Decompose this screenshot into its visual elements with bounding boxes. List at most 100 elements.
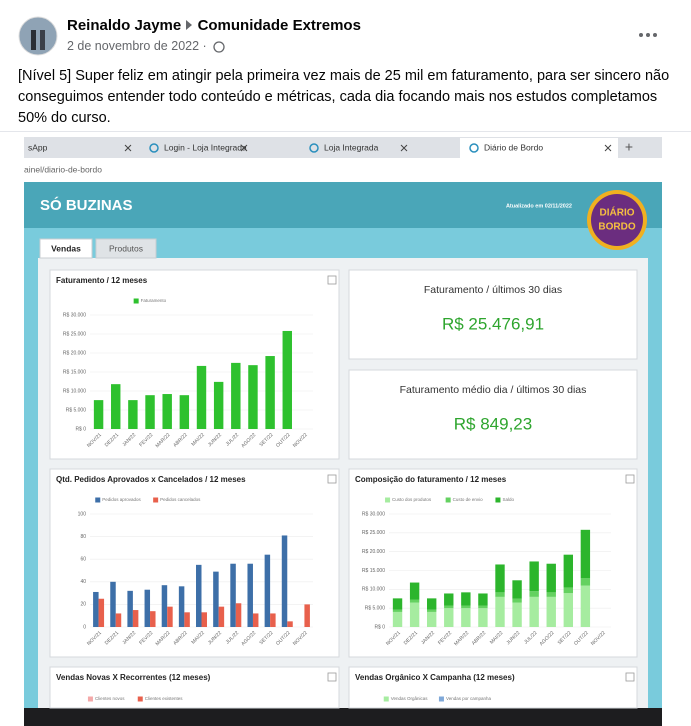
legend-label: Pedidos aprovados bbox=[102, 497, 141, 502]
bar bbox=[287, 621, 293, 627]
card bbox=[49, 666, 340, 709]
bar bbox=[98, 598, 105, 627]
y-tick-label: R$ 15.000 bbox=[63, 369, 86, 375]
browser-tab[interactable]: Loja Integrada bbox=[324, 142, 379, 152]
y-tick-label: R$ 25.000 bbox=[362, 530, 385, 536]
kpi-value: R$ 849,23 bbox=[454, 414, 532, 433]
legend-swatch bbox=[445, 497, 451, 503]
avatar-ring bbox=[18, 16, 58, 56]
tab-close[interactable] bbox=[400, 144, 408, 152]
logo-text: BORDO bbox=[598, 222, 635, 233]
tab-close[interactable] bbox=[124, 144, 132, 152]
bar-segment bbox=[426, 609, 437, 612]
chart-title: Faturamento / 12 meses bbox=[56, 276, 148, 285]
bar-segment bbox=[461, 592, 471, 606]
author[interactable]: Reinaldo Jayme bbox=[67, 17, 182, 34]
expand-icon[interactable] bbox=[327, 275, 337, 285]
bar bbox=[218, 606, 225, 627]
browser-tab[interactable]: Diário de Bordo bbox=[484, 142, 543, 152]
bar bbox=[264, 554, 271, 627]
tab-close[interactable] bbox=[604, 144, 612, 152]
bar-segment bbox=[512, 598, 522, 603]
tab-favicon bbox=[309, 143, 319, 153]
expand-icon[interactable] bbox=[625, 474, 635, 484]
bar bbox=[110, 581, 116, 627]
bar bbox=[161, 585, 168, 627]
dashboard-tab[interactable] bbox=[39, 238, 93, 259]
legend-label: Clientes existentes bbox=[145, 696, 184, 701]
legend-swatch bbox=[95, 497, 101, 503]
legend-label: Custo de envio bbox=[453, 497, 484, 502]
legend-label: Saldo bbox=[502, 497, 514, 502]
bar bbox=[115, 613, 122, 627]
legend-swatch bbox=[133, 298, 139, 304]
bar-segment bbox=[478, 608, 488, 627]
post-header: Reinaldo Jayme Comunidade Extremos 2 de … bbox=[0, 0, 691, 62]
bar bbox=[127, 590, 133, 627]
avatar[interactable] bbox=[19, 17, 57, 55]
y-tick-label: R$ 10.000 bbox=[63, 388, 86, 394]
new-tab-icon[interactable]: + bbox=[625, 139, 633, 155]
bar bbox=[231, 362, 241, 429]
post-date[interactable]: 2 de novembro de 2022 · bbox=[67, 39, 207, 53]
bar-segment bbox=[580, 529, 591, 579]
divider bbox=[0, 131, 691, 132]
bar-segment bbox=[546, 563, 556, 593]
bar-segment bbox=[495, 564, 505, 593]
y-tick-label: R$ 25.000 bbox=[63, 331, 86, 337]
y-tick-label: R$ 0 bbox=[374, 624, 385, 630]
bar bbox=[252, 613, 259, 627]
expand-icon[interactable] bbox=[327, 672, 337, 682]
card bbox=[348, 369, 638, 460]
y-tick-label: R$ 20.000 bbox=[63, 350, 86, 356]
tab-close[interactable] bbox=[240, 144, 248, 152]
dashboard-header bbox=[24, 182, 662, 228]
bar-segment bbox=[495, 592, 505, 597]
menu-dot[interactable] bbox=[639, 33, 643, 37]
dashboard-tab[interactable] bbox=[95, 238, 157, 259]
dashboard-tab-label[interactable]: Vendas bbox=[51, 243, 81, 253]
bar bbox=[201, 612, 207, 627]
group[interactable]: Comunidade Extremos bbox=[197, 17, 361, 34]
legend-swatch bbox=[137, 696, 143, 702]
bar-segment bbox=[392, 609, 403, 612]
bar-segment bbox=[580, 585, 591, 627]
bar bbox=[281, 535, 288, 627]
bar bbox=[144, 589, 151, 627]
bar-segment bbox=[563, 587, 574, 594]
url: ainel/diario-de-bordo bbox=[24, 164, 102, 174]
bar bbox=[213, 571, 219, 627]
bar bbox=[184, 612, 190, 627]
bar-segment bbox=[478, 593, 488, 606]
bar bbox=[178, 586, 185, 627]
legend-swatch bbox=[385, 497, 391, 503]
bar bbox=[235, 603, 242, 627]
bar bbox=[132, 610, 139, 627]
bar-segment bbox=[546, 596, 556, 627]
panel-title: Vendas Orgânico X Campanha (12 meses) bbox=[355, 673, 515, 682]
kpi-label: Faturamento / últimos 30 dias bbox=[424, 284, 562, 296]
expand-icon[interactable] bbox=[327, 474, 337, 484]
menu-dot[interactable] bbox=[653, 33, 657, 37]
expand-icon[interactable] bbox=[625, 672, 635, 682]
arrow-icon bbox=[186, 20, 193, 30]
logo-text: DIÁRIO bbox=[600, 206, 635, 219]
dashboard-tab-label[interactable]: Produtos bbox=[109, 243, 143, 253]
legend-swatch bbox=[383, 696, 389, 702]
tab-favicon bbox=[469, 143, 479, 153]
menu-dot[interactable] bbox=[646, 33, 650, 37]
logo bbox=[591, 194, 643, 246]
bar bbox=[270, 613, 276, 627]
browser-tab[interactable]: sApp bbox=[28, 142, 48, 152]
bar bbox=[128, 400, 138, 429]
bar bbox=[265, 356, 275, 429]
y-tick-label: R$ 5.000 bbox=[66, 407, 87, 413]
browser-tab[interactable]: Login - Loja Integrada bbox=[164, 142, 247, 152]
chart-title: Qtd. Pedidos Aprovados x Cancelados / 12… bbox=[56, 475, 246, 484]
bar-segment bbox=[529, 561, 539, 592]
bar-segment bbox=[546, 592, 556, 597]
post-text: [Nível 5] Super feliz em atingir pela pr… bbox=[18, 68, 670, 126]
y-tick-label: 40 bbox=[80, 579, 86, 585]
legend-swatch bbox=[495, 497, 501, 503]
